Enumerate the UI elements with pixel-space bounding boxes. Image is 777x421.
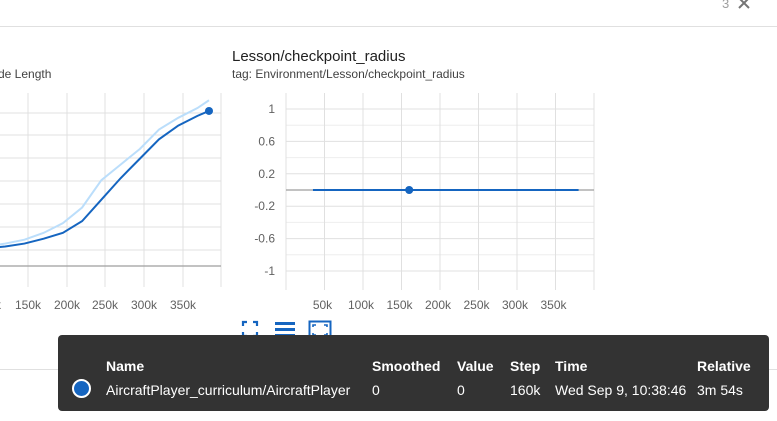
smoothed-series-line [0,110,210,249]
header-smoothed: Smoothed [372,358,441,374]
x-tick-label: 100k [348,298,375,312]
header-name: Name [106,358,145,374]
data-tooltip: Name Smoothed Value Step Time Relative A… [58,335,769,411]
left-chart-grid [0,93,222,287]
right-chart-grid [285,93,595,290]
left-chart-series [0,99,213,249]
x-tick-label: 50k [313,298,333,312]
row-relative: 3m 54s [697,382,743,398]
header-divider [0,26,777,27]
y-tick-label: -1 [264,264,275,278]
series-endpoint [205,106,213,115]
fullscreen-icon[interactable] [241,320,259,338]
right-chart-y-ticks: 1 0.6 0.2 -0.2 -0.6 -1 [254,102,275,278]
x-tick-label: 250k [463,298,490,312]
y-tick-label: 0.6 [258,134,275,148]
x-tick-label: 200k [54,298,81,312]
row-name: AircraftPlayer_curriculum/AircraftPlayer [106,382,351,398]
hover-point [405,186,414,194]
x-tick-label: 300k [502,298,529,312]
header-step: Step [510,358,541,374]
card-count: 3 [722,0,730,11]
row-smoothed: 0 [372,382,380,398]
right-chart[interactable]: 1 0.6 0.2 -0.2 -0.6 -1 50k 100k 150k 200k 250k 300… [0,0,777,320]
x-tick-label: 300k [131,298,158,312]
chart-title: Lesson/checkpoint_radius [232,48,406,65]
series-color-swatch [72,379,91,398]
x-tick-label: 250k [92,298,119,312]
x-tick-label: 350k [170,298,197,312]
row-step: 160k [510,382,541,398]
raw-series-line [0,99,210,246]
left-card-subtitle: de Length [0,67,52,81]
header-relative: Relative [697,358,751,374]
y-tick-label: 1 [268,102,275,116]
header-time: Time [555,358,588,374]
x-tick-label: 150k [15,298,42,312]
y-tick-label: -0.6 [254,232,275,246]
x-tick-label: 350k [540,298,567,312]
x-tick-label: 200k [425,298,452,312]
row-time: Wed Sep 9, 10:38:46 [555,382,687,398]
header-value: Value [457,358,494,374]
row-value: 0 [457,382,465,398]
x-tick-label: 150k [386,298,413,312]
y-tick-label: -0.2 [254,199,275,213]
right-chart-x-ticks: 50k 100k 150k 200k 250k 300k 350k [313,298,568,312]
y-tick-label: 0.2 [258,167,275,181]
chart-tag: tag: Environment/Lesson/checkpoint_radiu… [232,67,465,81]
close-icon[interactable] [736,0,752,10]
right-chart-series [312,186,579,194]
